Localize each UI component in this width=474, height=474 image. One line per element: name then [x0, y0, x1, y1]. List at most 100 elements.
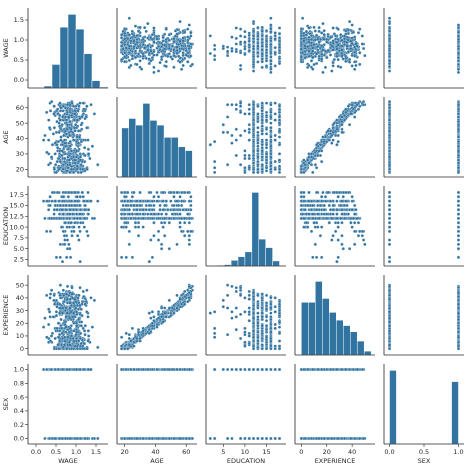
- scatter-point: [273, 37, 277, 41]
- scatter-point: [456, 44, 461, 49]
- scatter-point: [277, 36, 282, 40]
- scatter-point: [247, 123, 251, 127]
- scatter-point: [260, 29, 264, 33]
- scatter-point: [269, 139, 273, 144]
- scatter-point: [316, 153, 320, 158]
- scatter-point: [277, 107, 282, 111]
- scatter-point: [349, 112, 353, 116]
- scatter-point: [269, 110, 273, 115]
- scatter-point: [456, 51, 461, 56]
- scatter-point: [72, 225, 76, 229]
- scatter-point: [225, 163, 230, 167]
- scatter-point: [87, 152, 91, 156]
- scatter-point: [311, 55, 315, 59]
- scatter-point: [225, 115, 230, 119]
- scatter-point: [45, 110, 49, 115]
- scatter-point: [225, 53, 230, 58]
- scatter-point: [317, 149, 321, 153]
- scatter-point: [69, 113, 74, 118]
- scatter-point: [58, 255, 62, 259]
- scatter-point: [243, 153, 247, 158]
- y-tick-label: 10.0: [10, 223, 24, 231]
- scatter-point: [387, 129, 392, 133]
- scatter-point: [172, 48, 176, 52]
- scatter-point: [309, 155, 314, 159]
- scatter-point: [358, 62, 362, 67]
- scatter-point: [387, 19, 392, 24]
- scatter-point: [79, 123, 83, 127]
- scatter-point: [342, 39, 347, 44]
- scatter-point: [58, 118, 62, 122]
- scatter-point: [260, 149, 264, 153]
- scatter-point: [323, 135, 328, 139]
- scatter-point: [264, 54, 269, 58]
- scatter-point: [251, 167, 256, 171]
- scatter-point: [41, 138, 46, 142]
- scatter-point: [269, 144, 273, 148]
- scatter-point: [335, 51, 339, 56]
- hist-bar-wage-7: [83, 53, 93, 89]
- scatter-point: [54, 130, 59, 135]
- scatter-point: [190, 62, 195, 67]
- scatter-point: [126, 37, 130, 41]
- scatter-point: [63, 190, 68, 195]
- scatter-point: [158, 61, 162, 65]
- scatter-point: [260, 124, 264, 128]
- scatter-point: [251, 34, 256, 38]
- scatter-point: [317, 54, 321, 59]
- scatter-point: [326, 48, 330, 53]
- scatter-point: [48, 109, 53, 113]
- scatter-point: [247, 156, 251, 161]
- scatter-point: [65, 110, 70, 115]
- scatter-point: [311, 67, 315, 71]
- scatter-point: [129, 203, 133, 208]
- scatter-point: [330, 141, 334, 145]
- scatter-point: [234, 42, 238, 46]
- scatter-point: [50, 199, 54, 203]
- scatter-point: [92, 112, 97, 116]
- scatter-point: [119, 40, 124, 45]
- scatter-point: [264, 42, 269, 47]
- scatter-point: [328, 35, 333, 39]
- scatter-point: [387, 61, 392, 66]
- scatter-point: [213, 43, 217, 48]
- scatter-point: [130, 57, 135, 61]
- scatter-point: [251, 110, 256, 115]
- scatter-point: [167, 52, 171, 56]
- scatter-point: [64, 118, 68, 122]
- scatter-point: [303, 44, 307, 48]
- scatter-point: [260, 60, 264, 64]
- scatter-point: [78, 203, 82, 208]
- scatter-point: [340, 115, 344, 119]
- scatter-point: [78, 116, 82, 121]
- scatter-point: [73, 203, 77, 208]
- scatter-point: [60, 199, 65, 203]
- scatter-point: [264, 110, 269, 115]
- scatter-point: [49, 155, 54, 159]
- scatter-point: [277, 167, 282, 171]
- scatter-point: [360, 42, 364, 46]
- scatter-point: [247, 153, 251, 158]
- scatter-point: [238, 110, 243, 115]
- scatter-point: [141, 54, 145, 59]
- scatter-point: [256, 170, 260, 175]
- scatter-point: [67, 158, 71, 162]
- scatter-point: [247, 33, 251, 37]
- scatter-point: [152, 40, 156, 44]
- scatter-point: [269, 51, 273, 56]
- scatter-point: [331, 48, 335, 52]
- scatter-point: [78, 155, 83, 159]
- scatter-point: [269, 62, 273, 66]
- scatter-point: [66, 147, 70, 151]
- hist-bar-age-3: [142, 103, 151, 178]
- y-axis-label: AGE: [2, 130, 10, 143]
- scatter-point: [312, 42, 316, 47]
- scatter-point: [355, 44, 359, 48]
- scatter-point: [273, 101, 277, 105]
- scatter-point: [353, 50, 357, 54]
- scatter-point: [147, 51, 151, 56]
- scatter-point: [58, 124, 62, 128]
- scatter-point: [66, 195, 70, 199]
- scatter-point: [316, 37, 320, 42]
- scatter-point: [189, 195, 193, 199]
